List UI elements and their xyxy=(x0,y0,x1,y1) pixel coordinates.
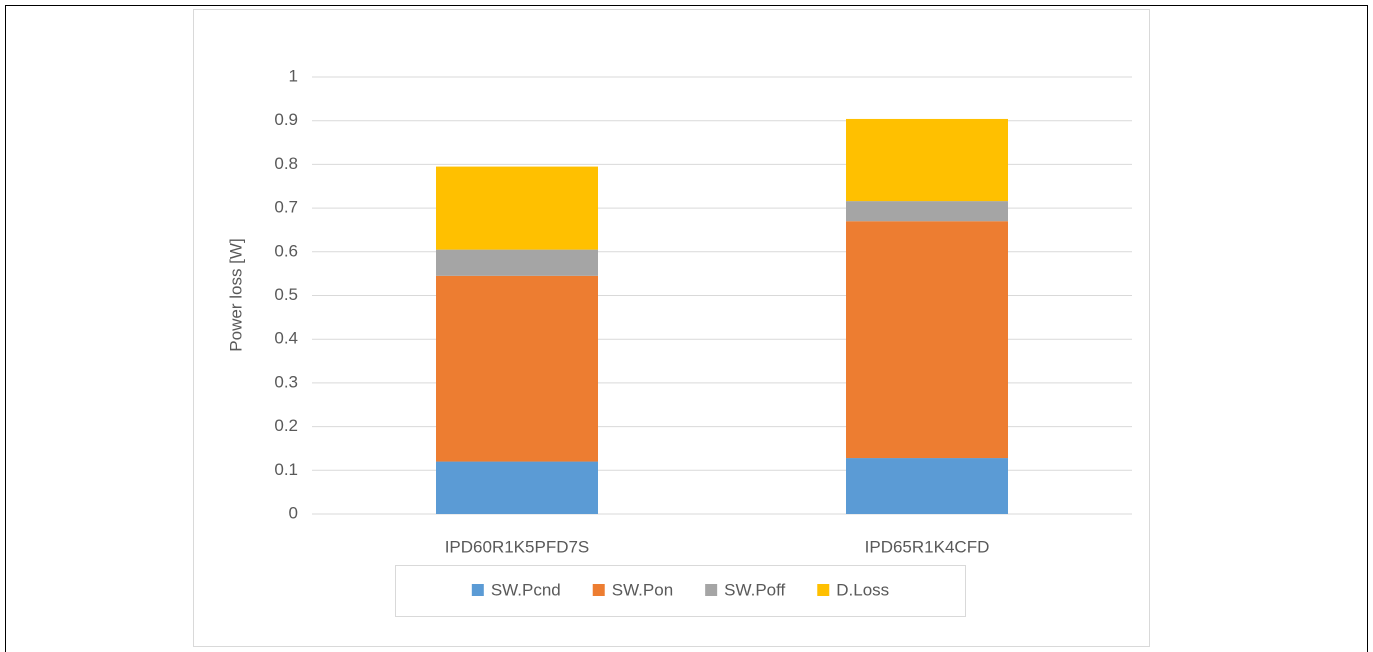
legend-swatch xyxy=(592,584,605,596)
legend-swatch xyxy=(817,584,830,596)
legend-label: SW.Pon xyxy=(612,580,673,599)
page-frame xyxy=(5,5,1368,652)
y-tick-label: 0 xyxy=(289,503,298,522)
y-tick-label: 0.7 xyxy=(274,198,298,217)
bar-segment xyxy=(846,201,1008,222)
legend-swatch xyxy=(471,584,484,596)
x-tick-label: IPD65R1K4CFD xyxy=(865,537,990,556)
bar-segment xyxy=(846,221,1008,459)
y-tick-label: 0.1 xyxy=(274,460,298,479)
y-tick-label: 1 xyxy=(289,66,298,85)
bar-segment xyxy=(436,275,598,462)
y-tick-label: 0.5 xyxy=(274,285,298,304)
bar-segment xyxy=(436,461,598,514)
legend-swatch xyxy=(705,584,718,596)
bar-segment xyxy=(436,249,598,276)
legend-box xyxy=(395,565,966,617)
y-tick-label: 0.3 xyxy=(274,372,298,391)
bar-segment xyxy=(846,118,1008,202)
y-tick-label: 0.6 xyxy=(274,241,298,260)
bar-segment xyxy=(436,166,598,250)
legend-label: D.Loss xyxy=(836,580,889,599)
bar-segment xyxy=(846,458,1008,514)
legend-label: SW.Poff xyxy=(724,580,785,599)
y-tick-label: 0.8 xyxy=(274,154,298,173)
y-axis-title: Power loss [W] xyxy=(226,238,245,351)
y-tick-label: 0.4 xyxy=(274,329,298,348)
x-tick-label: IPD60R1K5PFD7S xyxy=(445,537,590,556)
y-tick-label: 0.9 xyxy=(274,110,298,129)
y-tick-label: 0.2 xyxy=(274,416,298,435)
legend-label: SW.Pcnd xyxy=(491,580,561,599)
